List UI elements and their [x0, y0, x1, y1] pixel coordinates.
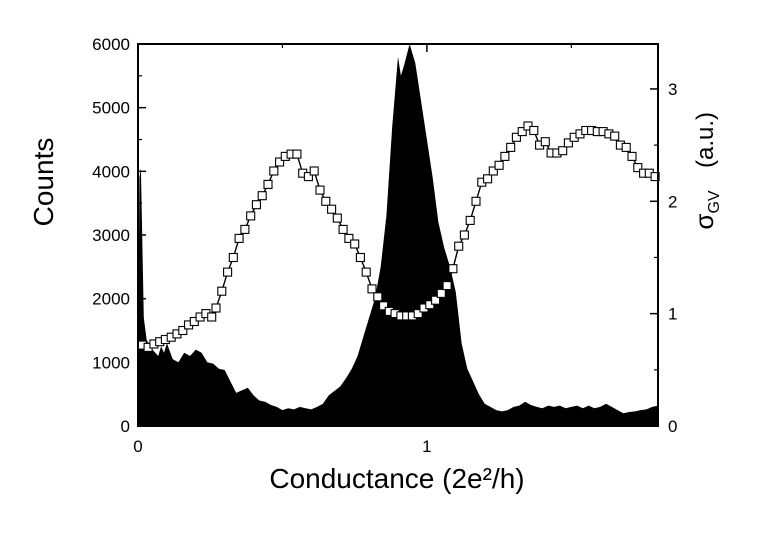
sigma-marker	[251, 200, 261, 210]
sigma-marker	[275, 157, 285, 167]
sigma-marker	[211, 303, 221, 313]
sigma-marker	[563, 138, 573, 148]
sigma-marker	[355, 252, 365, 263]
sigma-marker	[459, 230, 469, 240]
y2-axis-unit: (a.u.)	[692, 112, 719, 168]
tick-labels-layer: 0 1000 2000 3000 4000 5000 6000 0 1 2 3 0 1	[92, 35, 677, 456]
sigma-marker	[506, 142, 516, 152]
sigma-marker	[471, 196, 481, 206]
sigma-marker	[263, 179, 273, 189]
histogram-area-layer	[138, 44, 658, 426]
sigma-marker	[361, 267, 371, 277]
sigma-marker	[303, 172, 313, 182]
y2-axis-title: σGV (a.u.)	[689, 112, 723, 230]
counts-area	[138, 44, 658, 426]
sigma-marker	[257, 191, 267, 201]
sigma-marker	[448, 264, 458, 274]
sigma-marker	[332, 213, 342, 223]
sigma-marker	[627, 151, 637, 161]
y-tick-label: 6000	[92, 35, 130, 54]
y-tick-label: 5000	[92, 99, 130, 118]
sigma-marker	[367, 284, 377, 294]
sigma-marker	[321, 196, 331, 206]
sigma-marker	[178, 325, 188, 336]
sigma-marker	[431, 295, 441, 305]
sigma-marker	[373, 292, 383, 302]
sigma-marker	[511, 132, 521, 142]
sigma-marker	[269, 166, 279, 176]
sigma-marker	[379, 301, 389, 311]
y2-tick-label: 3	[668, 80, 677, 99]
sigma-marker-layer	[137, 121, 660, 352]
y-tick-label: 2000	[92, 290, 130, 309]
sigma-marker	[488, 166, 498, 176]
x-tick-label: 1	[422, 437, 431, 456]
sigma-marker	[494, 160, 504, 170]
sigma-marker	[621, 142, 631, 152]
sigma-marker	[413, 309, 423, 319]
y-tick-label: 0	[121, 417, 130, 436]
sigma-marker	[207, 312, 217, 322]
sigma-marker	[650, 172, 660, 182]
sigma-marker	[217, 286, 227, 296]
y2-axis-symbol: σ	[689, 214, 719, 230]
y-tick-label: 3000	[92, 226, 130, 245]
sigma-marker	[309, 166, 319, 176]
sigma-marker	[315, 185, 325, 195]
sigma-marker	[234, 233, 244, 243]
sigma-marker	[292, 149, 302, 159]
sigma-marker	[529, 125, 539, 136]
sigma-marker	[465, 215, 475, 225]
sigma-marker	[517, 127, 527, 137]
sigma-marker	[558, 146, 568, 156]
y2-axis-subscript: GV	[706, 190, 723, 213]
x-tick-label: 0	[133, 437, 142, 456]
sigma-marker	[246, 211, 256, 221]
sigma-marker	[442, 281, 452, 291]
sigma-marker	[228, 252, 238, 263]
sigma-marker	[338, 224, 348, 234]
sigma-marker	[350, 239, 360, 249]
y-tick-label: 4000	[92, 162, 130, 181]
sigma-marker	[223, 267, 233, 277]
y2-tick-label: 0	[668, 417, 677, 436]
y2-tick-label: 1	[668, 305, 677, 324]
x-axis-title: Conductance (2e²/h)	[269, 463, 524, 494]
sigma-marker	[344, 233, 354, 243]
sigma-marker	[436, 288, 446, 298]
y-axis-title: Counts	[28, 138, 59, 227]
ticks-layer	[137, 43, 658, 427]
sigma-marker	[500, 151, 510, 161]
sigma-marker	[454, 241, 464, 251]
y2-tick-label: 2	[668, 192, 677, 211]
sigma-marker	[610, 131, 620, 141]
sigma-marker	[327, 204, 337, 214]
sigma-marker	[483, 174, 493, 184]
sigma-marker	[240, 224, 250, 234]
y-tick-label: 1000	[92, 353, 130, 372]
sigma-marker	[540, 137, 550, 147]
sigma-marker	[633, 163, 643, 173]
svg-text:σGV: σGV	[689, 190, 723, 229]
